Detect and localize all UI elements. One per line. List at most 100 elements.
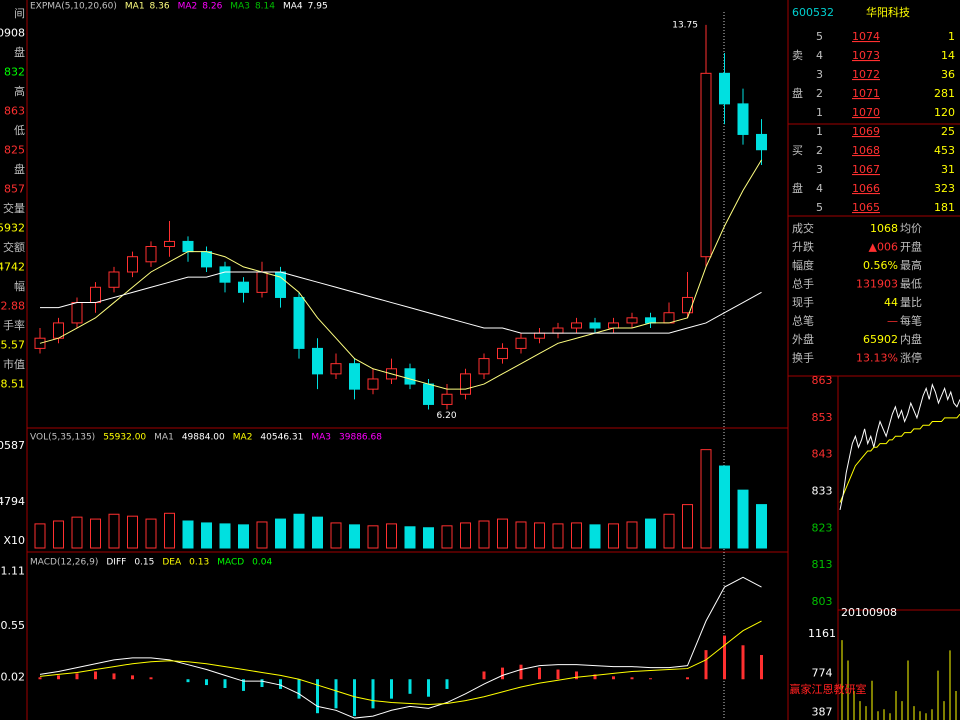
book-volume: 14 bbox=[941, 49, 955, 62]
candle-body bbox=[645, 317, 656, 324]
legend-text: DIFF bbox=[106, 558, 126, 568]
volume-bar bbox=[663, 513, 675, 549]
candle-body bbox=[238, 281, 249, 293]
info-text: 盘 bbox=[14, 45, 25, 59]
volume-bar bbox=[238, 524, 249, 549]
book-level: 5 bbox=[816, 201, 823, 214]
info-text: 825 bbox=[4, 144, 25, 157]
candle-body bbox=[552, 327, 564, 334]
book-level: 3 bbox=[816, 163, 823, 176]
book-price: 1068 bbox=[852, 144, 880, 157]
legend-text: 8.26 bbox=[202, 2, 222, 12]
book-price: 1069 bbox=[852, 125, 880, 138]
candle-body bbox=[478, 358, 490, 375]
legend-text: 39886.68 bbox=[339, 433, 382, 443]
volume-bar bbox=[90, 518, 101, 549]
volume-bar bbox=[201, 522, 212, 549]
book-volume: 25 bbox=[941, 125, 955, 138]
book-volume: 120 bbox=[934, 106, 955, 119]
volume-bar bbox=[312, 516, 323, 549]
volume-bar bbox=[164, 512, 175, 549]
candle-body bbox=[460, 373, 471, 395]
volume-bar bbox=[34, 523, 46, 549]
stat-label: 量比 bbox=[900, 296, 922, 309]
stat-label: 最高 bbox=[900, 258, 922, 272]
candle-body bbox=[71, 302, 83, 324]
stat-label: 升跌 bbox=[792, 240, 814, 254]
info-text: 交量 bbox=[3, 201, 25, 215]
legend-text: 0.15 bbox=[134, 558, 154, 568]
y-tick-label: 823 bbox=[812, 521, 833, 534]
book-price: 1072 bbox=[852, 68, 880, 81]
book-price: 1066 bbox=[852, 182, 880, 195]
volume-bar bbox=[108, 513, 120, 549]
volume-bar bbox=[71, 516, 83, 549]
book-side: 盘 bbox=[792, 86, 803, 100]
info-text: 832 bbox=[4, 66, 25, 79]
volume-bar bbox=[219, 523, 231, 549]
book-volume: 323 bbox=[934, 182, 955, 195]
stat-value: 65902 bbox=[863, 333, 898, 346]
book-price: 1073 bbox=[852, 49, 880, 62]
book-side: 买 bbox=[792, 144, 803, 157]
book-level: 2 bbox=[816, 144, 823, 157]
candle-body bbox=[663, 312, 675, 324]
volume-bar bbox=[441, 525, 453, 549]
candle-body bbox=[164, 240, 175, 248]
book-volume: 36 bbox=[941, 68, 955, 81]
volume-bar bbox=[423, 527, 434, 549]
legend-text: MA1 bbox=[154, 433, 174, 443]
y-tick-label: 813 bbox=[812, 558, 833, 571]
legend-text: MA3 bbox=[230, 2, 250, 12]
volume-bar bbox=[700, 449, 712, 549]
info-text: 5932 bbox=[0, 222, 25, 235]
book-level: 2 bbox=[816, 87, 823, 100]
legend-text: 0.13 bbox=[189, 558, 209, 568]
candle-body bbox=[90, 286, 101, 304]
stat-label: 涨停 bbox=[900, 351, 922, 365]
volume-bar bbox=[182, 520, 194, 549]
volume-bar bbox=[127, 515, 138, 549]
legend-text: MA3 bbox=[311, 433, 331, 443]
book-price: 1067 bbox=[852, 163, 880, 176]
y-tick-label: 843 bbox=[812, 448, 833, 461]
candle-body bbox=[756, 133, 767, 151]
y-tick-label: 774 bbox=[812, 666, 833, 679]
volume-bar bbox=[330, 522, 342, 549]
candle-body bbox=[423, 383, 434, 405]
legend-text: 7.95 bbox=[308, 2, 328, 12]
book-price: 1070 bbox=[852, 106, 880, 119]
info-text: 857 bbox=[4, 183, 25, 196]
candle-body bbox=[589, 322, 601, 329]
legend-text: EXPMA(5,10,20,60) bbox=[30, 2, 117, 12]
stat-label: 开盘 bbox=[900, 240, 922, 254]
candle-body bbox=[108, 271, 120, 288]
ma-line bbox=[40, 271, 762, 334]
volume-bar bbox=[145, 518, 157, 549]
candle-body bbox=[515, 337, 527, 349]
book-volume: 1 bbox=[948, 30, 955, 43]
legend-text: MACD(12,26,9) bbox=[30, 558, 98, 568]
info-text: 交额 bbox=[3, 240, 25, 254]
volume-bar bbox=[571, 522, 582, 549]
y-tick-label: 1.11 bbox=[1, 565, 26, 578]
book-side: 卖 bbox=[792, 49, 803, 62]
legend-text: MA4 bbox=[283, 2, 303, 12]
stat-label: 均价 bbox=[900, 222, 922, 235]
stat-value: 1068 bbox=[870, 222, 898, 235]
legend-text: 0.04 bbox=[252, 558, 272, 568]
book-price: 1071 bbox=[852, 87, 880, 100]
y-tick-label: 0587 bbox=[0, 439, 25, 452]
volume-bar bbox=[737, 489, 749, 549]
stat-label: 成交 bbox=[792, 221, 814, 235]
book-level: 4 bbox=[816, 182, 823, 195]
candle-body bbox=[293, 296, 305, 349]
volume-bar bbox=[349, 524, 360, 549]
y-tick-label: 4794 bbox=[0, 495, 25, 508]
unit-label: X10 bbox=[3, 534, 25, 547]
volume-bar bbox=[404, 526, 416, 549]
candle-body bbox=[497, 347, 508, 360]
volume-bar bbox=[53, 520, 64, 549]
stat-value: 131903 bbox=[856, 278, 898, 291]
price-annotation: 6.20 bbox=[437, 411, 457, 421]
